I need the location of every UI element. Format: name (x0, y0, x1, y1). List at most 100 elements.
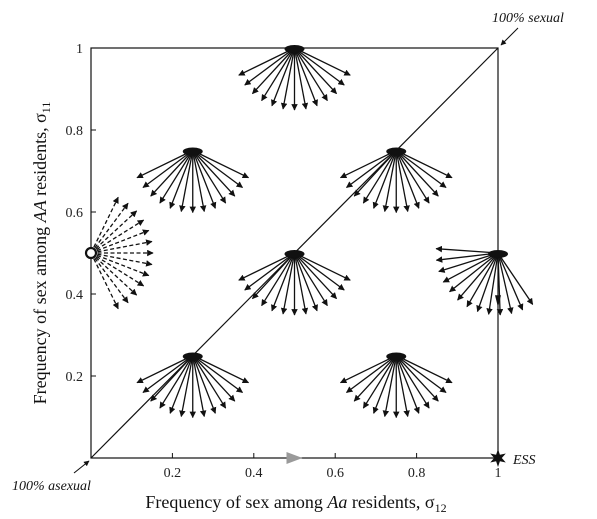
fitness-arrow (395, 150, 439, 197)
fitness-arrow (90, 252, 138, 296)
fitness-arrow (497, 252, 514, 315)
fitness-arrow (395, 149, 453, 179)
resident-marker (488, 250, 508, 258)
fitness-arrow (293, 47, 318, 107)
resident-point (136, 147, 250, 214)
fitness-arrow (345, 149, 397, 189)
fitness-arrow (192, 150, 217, 209)
fitness-arrow (192, 355, 227, 409)
y-tick-label: 1 (76, 42, 83, 57)
fitness-arrow (395, 354, 453, 384)
fitness-arrow (280, 47, 296, 110)
fitness-arrow (395, 150, 410, 213)
resident-marker (386, 147, 407, 156)
edge-arrow-icon (286, 452, 303, 464)
y-tick-label: 0.2 (66, 370, 84, 385)
fitness-arrow (90, 210, 138, 254)
resident-point (238, 45, 351, 111)
svg-text:100% asexual: 100% asexual (12, 479, 91, 494)
resident-marker (386, 352, 407, 361)
fitness-arrow (395, 150, 420, 209)
fitness-arrow (395, 149, 447, 189)
fitness-arrow (497, 252, 524, 311)
fitness-arrow (435, 245, 499, 254)
ess-star-icon (490, 449, 506, 467)
fitness-arrow (476, 252, 499, 313)
fitness-arrow (90, 252, 129, 304)
fitness-arrow (457, 252, 499, 301)
fitness-arrow (159, 355, 194, 409)
fitness-arrow (179, 150, 194, 213)
fitness-arrow (150, 150, 194, 197)
x-tick-label: 0.8 (408, 466, 426, 481)
fitness-arrow (150, 355, 194, 402)
fitness-arrow (90, 252, 145, 287)
fitness-arrow (466, 252, 499, 308)
y-axis-label: Frequency of sex among AA residents, σ11 (30, 102, 53, 405)
fitness-arrow (435, 252, 499, 263)
fitness-arrow (90, 202, 129, 254)
fitness-arrow (372, 150, 397, 209)
x-tick-label: 0.4 (245, 466, 263, 481)
fitness-arrow (90, 252, 150, 277)
annotation-100-sexual: 100% sexual (492, 11, 564, 46)
fitness-arrow (271, 47, 296, 107)
fitness-arrow (244, 47, 295, 86)
resident-point (339, 352, 453, 419)
fitness-arrow (362, 355, 397, 409)
fitness-arrow (136, 149, 194, 179)
resident-marker (284, 45, 305, 53)
fitness-arrow (293, 252, 318, 312)
resident-point (339, 147, 453, 214)
annotation-100-sexual-arrow (500, 27, 519, 46)
fitness-arrow (192, 150, 236, 197)
svg-text:100% sexual: 100% sexual (492, 11, 564, 26)
resident-point (238, 250, 351, 316)
resident-point (435, 245, 534, 316)
y-tick-label: 0.6 (66, 206, 84, 221)
fitness-arrow (293, 252, 328, 307)
edge-arrow-icon (495, 295, 501, 308)
fitness-arrow (293, 47, 328, 102)
fitness-arrow (192, 354, 250, 384)
fitness-arrow (192, 354, 244, 394)
fitness-arrow (192, 355, 217, 414)
fitness-arrow (294, 252, 337, 300)
fitness-arrow (192, 355, 207, 418)
fitness-arrow (90, 196, 119, 254)
annotation-ess: ESS (490, 449, 536, 468)
fitness-arrow (395, 355, 439, 402)
axis-ticks: 0.2 0.4 0.6 0.8 1 0.2 0.4 0.6 0.8 1 (66, 42, 502, 481)
annotation-100-asexual-arrow (73, 460, 90, 474)
fitness-arrow (345, 354, 397, 394)
x-axis-label: Frequency of sex among Aa residents, σ12 (145, 492, 446, 515)
fitness-arrow (339, 149, 397, 179)
x-tick-label: 0.6 (326, 466, 344, 481)
fitness-arrow (293, 47, 309, 110)
fitness-arrow (362, 150, 397, 204)
fitness-arrow (280, 252, 296, 315)
x-tick-label: 0.2 (164, 466, 182, 481)
fitness-arrow (252, 47, 295, 95)
fitness-arrow (496, 252, 504, 316)
resident-marker (84, 246, 98, 260)
fitness-arrow (438, 252, 499, 273)
fitness-arrow (192, 355, 236, 402)
fitness-arrow (90, 239, 153, 254)
fitness-arrow (271, 252, 296, 312)
resident-marker (284, 250, 305, 258)
fitness-arrow (395, 355, 420, 414)
fitness-arrow (294, 252, 345, 291)
fitness-arrow-fans (84, 45, 534, 419)
resident-point (136, 352, 250, 419)
fitness-arrow (442, 252, 499, 283)
fitness-arrow (294, 47, 337, 95)
fitness-arrow (192, 149, 244, 189)
fitness-arrow (395, 355, 410, 418)
resident-point (84, 196, 154, 310)
fitness-arrow (90, 229, 150, 254)
fitness-arrow (294, 47, 345, 86)
fitness-arrow (179, 355, 194, 418)
fitness-arrow (382, 150, 397, 213)
